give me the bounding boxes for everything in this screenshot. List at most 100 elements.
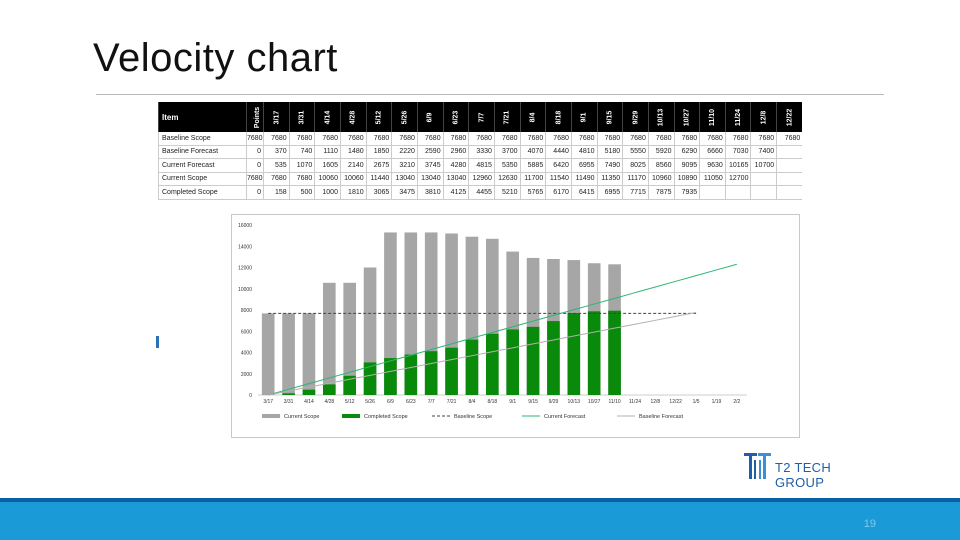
velocity-panel: Item Points 3/17 3/31 4/14 4/28 5/12 5/26 6/9 6/2… [158, 102, 803, 448]
table-cell: 7680 [339, 132, 367, 146]
bar-current-scope [343, 282, 357, 395]
x-tick-label: 12/8 [650, 399, 660, 405]
column-header-date: 12/22 [776, 102, 803, 132]
table-cell: 10060 [339, 172, 367, 186]
table-cell: 5180 [596, 145, 623, 159]
column-header-label: 8/4 [529, 112, 537, 122]
table-cell: 5765 [519, 185, 546, 200]
bar-completed-scope [445, 347, 458, 395]
line-baseline-forecast [268, 311, 697, 396]
table-cell: 7680 [493, 132, 521, 146]
table-cell: 10960 [647, 172, 674, 186]
legend-label: Baseline Forecast [639, 414, 683, 420]
column-header-date: 8/4 [519, 102, 546, 132]
table-cell: 3065 [365, 185, 392, 200]
table-cell: 7680 [246, 172, 264, 186]
column-header-date: 9/29 [622, 102, 649, 132]
table-cell: 7680 [596, 132, 623, 146]
table-cell: 0 [246, 185, 264, 200]
table-cell: 7680 [776, 132, 803, 146]
table-cell: 3210 [391, 158, 418, 173]
column-header-label: 10/27 [683, 108, 691, 126]
table-cell: 1070 [288, 158, 315, 173]
bar-completed-scope [526, 326, 540, 395]
bar-completed-scope [567, 313, 581, 395]
y-tick-label: 6000 [241, 329, 252, 335]
chart-canvas: 0 2000 4000 6000 8000 10000 12000 14000 16000 3/1… [238, 223, 747, 420]
x-tick-label: 6/9 [387, 399, 394, 405]
legend-label: Baseline Scope [454, 414, 492, 420]
table-cell: 7680 [750, 132, 777, 146]
table-cell: 7680 [442, 132, 469, 146]
table-cell: 7680 [263, 172, 290, 186]
column-header-date: 10/27 [673, 102, 700, 132]
column-header-label: 3/31 [298, 110, 306, 124]
table-cell: 3810 [416, 185, 444, 200]
table-cell: 4440 [545, 145, 572, 159]
table-cell: 5920 [647, 145, 674, 159]
table-cell: 2960 [442, 145, 469, 159]
table-cell [750, 172, 777, 186]
table-cell: 4815 [468, 158, 495, 173]
column-header-date: 11/10 [699, 102, 726, 132]
table-cell: 1850 [365, 145, 392, 159]
x-tick-label: 10/13 [568, 399, 581, 405]
table-cell: 6660 [699, 145, 726, 159]
table-cell: 1480 [339, 145, 367, 159]
table-cell: 7680 [314, 132, 341, 146]
table-cell: 11440 [365, 172, 392, 186]
table-row: Completed Scope 0 158 500 1000 1810 3065 3475 38… [158, 185, 803, 200]
table-cell: 5885 [519, 158, 546, 173]
table-cell: 11490 [570, 172, 598, 186]
column-header-label: 5/26 [401, 110, 409, 124]
x-tick-label: 8/18 [487, 399, 497, 405]
row-label: Completed Scope [158, 185, 247, 200]
column-header-date: 11/24 [724, 102, 751, 132]
column-header-date: 4/28 [339, 102, 367, 132]
velocity-chart: 0 2000 4000 6000 8000 10000 12000 14000 16000 3/1… [231, 214, 800, 438]
table-cell: 13040 [442, 172, 469, 186]
row-label: Current Forecast [158, 158, 247, 173]
column-header-date: 8/18 [545, 102, 572, 132]
x-tick-label: 4/28 [324, 399, 334, 405]
table-cell: 11170 [622, 172, 649, 186]
column-header-date: 9/1 [570, 102, 598, 132]
x-tick-label: 6/23 [406, 399, 416, 405]
table-cell [750, 185, 777, 200]
column-header-date: 12/8 [750, 102, 777, 132]
x-tick-label: 9/29 [549, 399, 559, 405]
table-cell: 4280 [442, 158, 469, 173]
column-header-label: Points [254, 106, 262, 128]
column-header-label: 12/8 [760, 110, 768, 124]
page-number: 19 [863, 518, 876, 530]
table-cell: 0 [246, 158, 264, 173]
bar-current-scope [261, 313, 275, 395]
table-cell: 10700 [750, 158, 777, 173]
table-cell: 2220 [391, 145, 418, 159]
column-header-label: 9/29 [632, 110, 640, 124]
bar-completed-scope [322, 384, 336, 395]
bar-completed-scope [282, 393, 295, 395]
bar-completed-scope [485, 333, 499, 395]
table-cell: 7400 [750, 145, 777, 159]
bar-completed-scope [384, 358, 397, 395]
column-header-date: 5/26 [391, 102, 418, 132]
column-header-label: 8/18 [555, 110, 563, 124]
slide-title: Velocity chart [93, 36, 338, 80]
side-marker [156, 336, 159, 348]
bar-current-scope [322, 282, 336, 395]
table-cell: 6170 [545, 185, 572, 200]
table-cell: 11540 [545, 172, 572, 186]
table-cell: 7680 [263, 132, 290, 146]
column-header-date: 3/17 [263, 102, 290, 132]
column-header-date: 9/15 [596, 102, 623, 132]
table-cell: 12960 [468, 172, 495, 186]
table-cell: 7680 [288, 172, 315, 186]
table-cell: 3700 [493, 145, 521, 159]
table-cell: 1810 [339, 185, 367, 200]
table-cell: 12630 [493, 172, 521, 186]
column-header-label: 4/28 [349, 110, 357, 124]
column-header-date: 4/14 [314, 102, 341, 132]
bar-completed-scope [343, 375, 357, 395]
legend-swatch [262, 414, 280, 418]
